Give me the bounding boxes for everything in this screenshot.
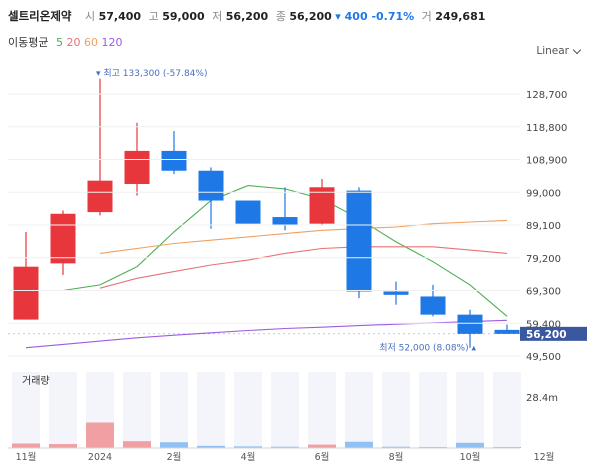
volume-bar[interactable] [197, 445, 225, 448]
candle-body[interactable] [383, 291, 409, 295]
volume-slot [308, 372, 336, 448]
candle-body[interactable] [272, 217, 298, 226]
volume-value: 249,681 [435, 10, 486, 23]
candle-body[interactable] [13, 266, 39, 320]
price-tick-label: 59,400 [526, 319, 561, 330]
high-label: 고 [148, 10, 159, 23]
price-tick-label: 49,500 [526, 352, 561, 363]
volume-bar[interactable] [271, 446, 299, 448]
x-tick-label: 12월 [534, 451, 555, 463]
volume-bar[interactable] [12, 443, 40, 448]
stock-name: 셀트리온제약 [8, 9, 72, 23]
x-tick-label: 2월 [167, 451, 182, 463]
close-label: 종 [275, 10, 286, 23]
price-tick-label: 99,000 [526, 188, 561, 199]
ma-legend-20[interactable]: 20 [66, 36, 81, 49]
price-tick-label: 108,900 [526, 156, 567, 167]
volume-bar[interactable] [234, 446, 262, 448]
volume-bar[interactable] [160, 442, 188, 448]
volume-axis-label: 28.4m [526, 393, 558, 404]
scale-selector[interactable]: Linear [536, 45, 582, 57]
open-label: 시 [84, 10, 96, 23]
close-value: 56,200 [289, 10, 332, 23]
volume-slot [419, 372, 447, 448]
volume-slot [12, 372, 40, 448]
volume-bar[interactable] [123, 441, 151, 448]
x-tick-label: 4월 [241, 451, 256, 463]
price-tick-label: 128,700 [526, 90, 567, 101]
moving-average-legend: 이동평균 5 20 60 120 [8, 34, 122, 50]
volume-slot [493, 372, 521, 448]
quote-header: 셀트리온제약 시 57,400 고 59,000 저 56,200 종 56,2… [8, 8, 485, 24]
volume-slot [197, 372, 225, 448]
price-tick-label: 79,200 [526, 254, 561, 265]
high-value: 59,000 [162, 10, 205, 23]
x-tick-label: 11월 [16, 451, 37, 463]
candle-body[interactable] [457, 314, 483, 334]
price-tick-label: 118,800 [526, 123, 567, 134]
high-annotation: ▾ 최고 133,300 (-57.84%) [96, 68, 207, 79]
ma-legend-5[interactable]: 5 [55, 36, 63, 49]
candle-body[interactable] [198, 170, 224, 201]
change-value: ▾ 400 -0.71% [335, 10, 415, 23]
ma-legend-120[interactable]: 120 [101, 36, 123, 49]
last-price-label: 56,200 [526, 329, 567, 341]
candle-body[interactable] [420, 296, 446, 315]
low-value: 56,200 [225, 10, 269, 23]
last-price-tag [520, 326, 587, 341]
candle-body[interactable] [346, 190, 372, 292]
candle-body[interactable] [494, 329, 520, 334]
ma-legend-label: 이동평균 [8, 36, 49, 49]
price-tick-label: 89,100 [526, 221, 561, 232]
volume-slot [234, 372, 262, 448]
open-value: 57,400 [98, 10, 142, 23]
volume-slot [382, 372, 410, 448]
x-tick-label: 8월 [389, 451, 404, 463]
volume-slot [271, 372, 299, 448]
volume-bar[interactable] [456, 442, 484, 448]
volume-slot [49, 372, 77, 448]
scale-selector-label: Linear [536, 45, 569, 57]
x-tick-label: 2024 [88, 452, 112, 463]
candle-body[interactable] [161, 150, 187, 171]
volume-bar[interactable] [382, 446, 410, 448]
volume-slot [160, 372, 188, 448]
volume-bar[interactable] [345, 441, 373, 448]
ma-legend-60[interactable]: 60 [83, 36, 98, 49]
candle-body[interactable] [124, 150, 150, 184]
volume-bar[interactable] [49, 444, 77, 448]
ma-20-line [99, 246, 508, 289]
candle-body[interactable] [50, 213, 76, 264]
low-label: 저 [212, 10, 223, 23]
volume-slot [123, 372, 151, 448]
x-tick-label: 6월 [315, 451, 330, 463]
volume-label: 거 [421, 10, 432, 23]
ma-60-line [99, 219, 508, 254]
volume-slot [345, 372, 373, 448]
volume-pane-label: 거래량 [22, 375, 50, 387]
low-annotation: 최저 52,000 (8.08%) ▴ [379, 343, 476, 354]
candle-body[interactable] [235, 200, 261, 224]
price-tick-label: 69,300 [526, 287, 561, 298]
volume-slot [456, 372, 484, 448]
x-tick-label: 10월 [460, 451, 481, 463]
volume-bar[interactable] [86, 422, 114, 449]
candle-body[interactable] [87, 180, 113, 213]
candle-body[interactable] [309, 187, 335, 224]
volume-bar[interactable] [308, 444, 336, 448]
